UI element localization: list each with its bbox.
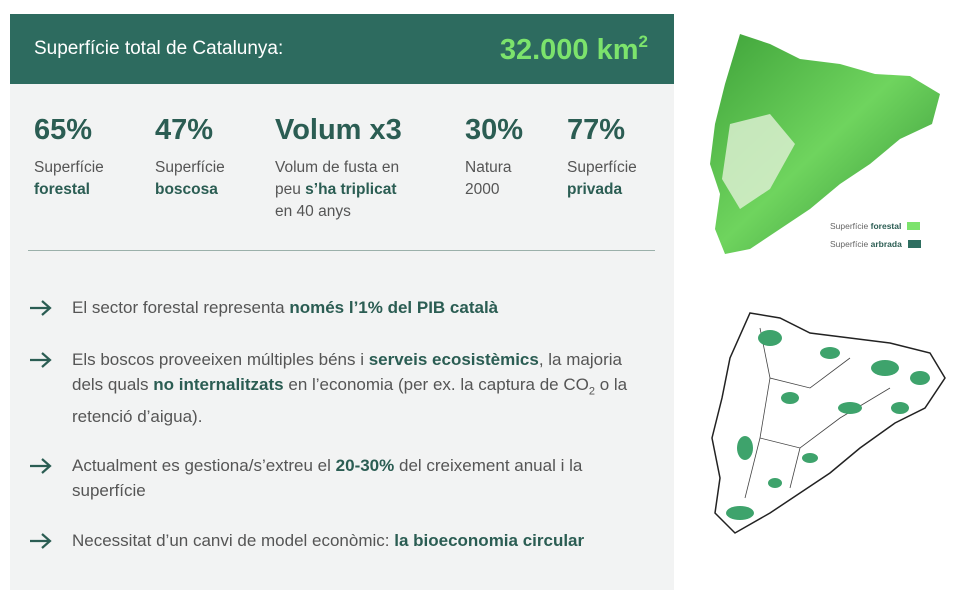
stat-label: Superfície privada xyxy=(567,157,637,201)
text-segment: Volum de fusta en xyxy=(275,159,399,176)
bullet: El sector forestal representa només l’1%… xyxy=(28,295,638,320)
stat-label-line: privada xyxy=(567,179,637,201)
text-segment: Superfície xyxy=(567,159,637,176)
text-segment: peu xyxy=(275,181,305,198)
text-segment: privada xyxy=(567,181,622,198)
text-segment: 2 xyxy=(639,32,648,51)
arrow-path xyxy=(30,301,50,315)
stat-label: Natura 2000 xyxy=(465,157,523,201)
text-segment: Actualment es gestiona/s’extreu el xyxy=(72,456,336,475)
stat-label-line: forestal xyxy=(34,179,104,201)
stat: 65% Superfície forestal xyxy=(34,114,104,201)
text-segment: 32.000 km xyxy=(500,34,639,66)
stat-label-line: Superfície xyxy=(567,157,637,179)
stat-label: Volum de fusta en peu s’ha triplicat en 40… xyxy=(275,157,402,223)
arrow-path xyxy=(30,459,50,473)
bullet-text: Els boscos proveeixen múltiples béns i s… xyxy=(72,347,638,429)
text-segment: només l’1% del PIB català xyxy=(289,298,498,317)
header-label: Superfície total de Catalunya: xyxy=(34,38,283,60)
bullet: Actualment es gestiona/s’extreu el 20-30… xyxy=(28,453,638,503)
bullet-text: Actualment es gestiona/s’extreu el 20-30… xyxy=(72,453,638,503)
text-segment: 20-30% xyxy=(336,456,395,475)
text-segment: forestal xyxy=(871,221,902,231)
header-bar: Superfície total de Catalunya: 32.000 km… xyxy=(10,14,674,84)
text-segment: boscosa xyxy=(155,181,218,198)
text-segment: Superfície xyxy=(830,239,871,249)
stat-label-line: Superfície xyxy=(34,157,104,179)
text-segment: arbrada xyxy=(871,239,902,249)
stat-label: Superfície boscosa xyxy=(155,157,225,201)
page: Superfície total de Catalunya: 32.000 km… xyxy=(0,0,956,592)
legend-row: Superfície arbrada xyxy=(830,235,921,253)
text-segment: en l’economia (per ex. la captura de CO xyxy=(284,375,589,394)
stat: 30% Natura 2000 xyxy=(465,114,523,201)
stat-label-line: 2000 xyxy=(465,179,523,201)
header-value: 32.000 km2 xyxy=(500,32,648,67)
text-segment: Superfície xyxy=(34,159,104,176)
arrow-path xyxy=(30,353,50,367)
parcel-map-drawing xyxy=(700,298,956,552)
bullet: Els boscos proveeixen múltiples béns i s… xyxy=(28,347,638,429)
legend-row: Superfície forestal xyxy=(830,217,921,235)
text-segment: la bioeconomia circular xyxy=(394,531,584,550)
bullet-text: El sector forestal representa només l’1%… xyxy=(72,295,638,320)
bullet-arrow xyxy=(28,299,54,317)
divider xyxy=(28,250,655,251)
legend-swatch xyxy=(907,222,920,230)
text-segment: Natura xyxy=(465,159,512,176)
text-segment: en 40 anys xyxy=(275,203,351,220)
stat-label: Superfície forestal xyxy=(34,157,104,201)
parcel-map-outline xyxy=(712,313,945,533)
stat: Volum x3 Volum de fusta en peu s’ha tripli… xyxy=(275,114,402,223)
stat-label-line: Superfície xyxy=(155,157,225,179)
text-segment: El sector forestal representa xyxy=(72,298,289,317)
text-segment: s’ha triplicat xyxy=(305,181,396,198)
text-segment: Superfície xyxy=(830,221,871,231)
text-segment: 2000 xyxy=(465,181,499,198)
info-panel: Superfície total de Catalunya: 32.000 km… xyxy=(10,14,674,590)
stat-value: 47% xyxy=(155,114,225,147)
text-segment: Necessitat d’un canvi de model econòmic: xyxy=(72,531,394,550)
legend-swatch xyxy=(908,240,921,248)
stat-label-line: boscosa xyxy=(155,179,225,201)
text-segment: forestal xyxy=(34,181,90,198)
bullet-arrow xyxy=(28,457,54,475)
text-segment: no internalitzats xyxy=(153,375,283,394)
stat: 77% Superfície privada xyxy=(567,114,637,201)
text-segment: serveis ecosistèmics xyxy=(369,350,539,369)
stat: 47% Superfície boscosa xyxy=(155,114,225,201)
stat-value: 77% xyxy=(567,114,637,147)
bullet-arrow xyxy=(28,532,54,550)
bullet-text: Necessitat d’un canvi de model econòmic:… xyxy=(72,528,638,553)
stat-label-line: Volum de fusta en xyxy=(275,157,402,179)
text-segment: Els boscos proveeixen múltiples béns i xyxy=(72,350,369,369)
stat-value: 65% xyxy=(34,114,104,147)
stat-label-line: Natura xyxy=(465,157,523,179)
stat-label-line: peu s’ha triplicat xyxy=(275,179,402,201)
stat-label-line: en 40 anys xyxy=(275,201,402,223)
text-segment: Superfície xyxy=(155,159,225,176)
bullet-arrow xyxy=(28,351,54,369)
stat-value: Volum x3 xyxy=(275,114,402,147)
parcel-map xyxy=(700,298,956,552)
bullet: Necessitat d’un canvi de model econòmic:… xyxy=(28,528,638,553)
arrow-path xyxy=(30,534,50,548)
stat-value: 30% xyxy=(465,114,523,147)
